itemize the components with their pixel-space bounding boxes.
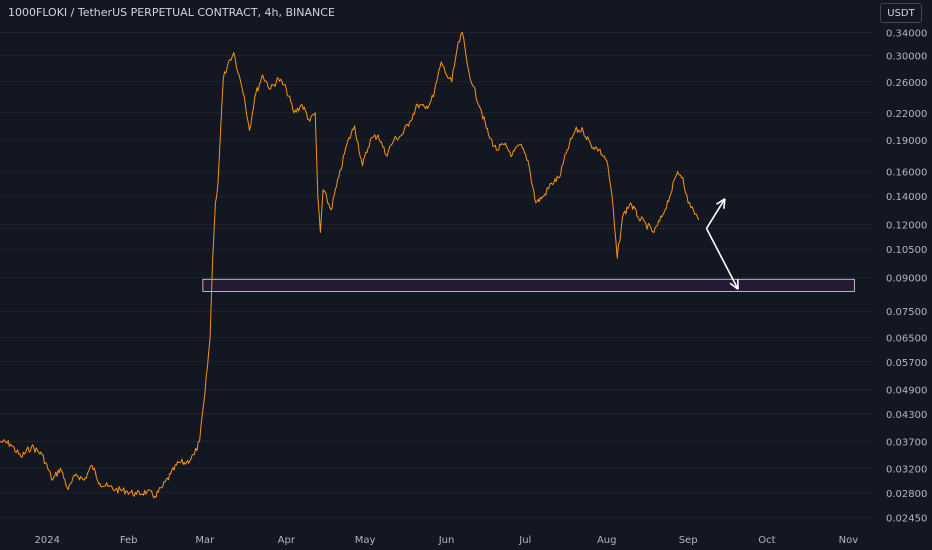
currency-button[interactable]: USDT <box>880 3 922 23</box>
y-tick-label: 0.16000 <box>886 168 927 179</box>
y-tick-label: 0.04300 <box>886 410 927 421</box>
x-tick-label: Sep <box>679 535 698 546</box>
x-tick-label: Jul <box>518 535 531 546</box>
y-tick-label: 0.22000 <box>886 109 927 120</box>
y-tick-label: 0.19000 <box>886 136 927 147</box>
arrow-down <box>705 228 739 290</box>
x-tick-label: Aug <box>597 535 617 546</box>
projection-arrows[interactable] <box>705 198 739 290</box>
y-tick-label: 0.07500 <box>886 307 927 318</box>
y-tick-label: 0.09000 <box>886 274 927 285</box>
grid-lines <box>0 32 872 519</box>
y-tick-label: 0.10500 <box>886 245 927 256</box>
x-tick-label: Nov <box>839 535 859 546</box>
arrow-head <box>729 282 739 290</box>
arrow-head <box>716 198 726 205</box>
y-tick-label: 0.05700 <box>886 358 927 369</box>
y-tick-label: 0.03200 <box>886 464 927 475</box>
x-axis[interactable]: 2024 Feb Mar Apr May Jun Jul Aug Sep Oct Nov <box>35 535 859 546</box>
y-tick-label: 0.06500 <box>886 334 927 345</box>
arrow-shaft <box>705 198 726 229</box>
x-tick-label: Apr <box>278 535 296 546</box>
x-tick-label: Feb <box>120 535 138 546</box>
x-tick-label: Oct <box>758 535 775 546</box>
arrow-up <box>705 198 726 229</box>
y-tick-label: 0.03700 <box>886 438 927 449</box>
y-tick-label: 0.02800 <box>886 489 927 500</box>
price-series <box>0 32 700 499</box>
y-tick-label: 0.04900 <box>886 386 927 397</box>
y-tick-label: 0.14000 <box>886 192 927 203</box>
x-tick-label: 2024 <box>35 535 60 546</box>
x-tick-label: Jun <box>438 535 455 546</box>
y-axis[interactable]: 0.34000 0.30000 0.26000 0.22000 0.19000 0.160… <box>886 29 927 525</box>
y-tick-label: 0.34000 <box>886 29 927 40</box>
arrow-shaft <box>705 228 739 290</box>
price-line <box>0 32 700 499</box>
x-tick-label: Mar <box>195 535 215 546</box>
support-zone-rect <box>202 278 855 292</box>
arrow-head <box>723 198 726 209</box>
y-tick-label: 0.12000 <box>886 221 927 232</box>
chart-title: 1000FLOKI / TetherUS PERPETUAL CONTRACT,… <box>8 6 335 19</box>
x-tick-label: May <box>355 535 376 546</box>
y-tick-label: 0.30000 <box>886 52 927 63</box>
y-tick-label: 0.02450 <box>886 514 927 525</box>
y-tick-label: 0.26000 <box>886 78 927 89</box>
support-zone[interactable] <box>202 278 855 292</box>
